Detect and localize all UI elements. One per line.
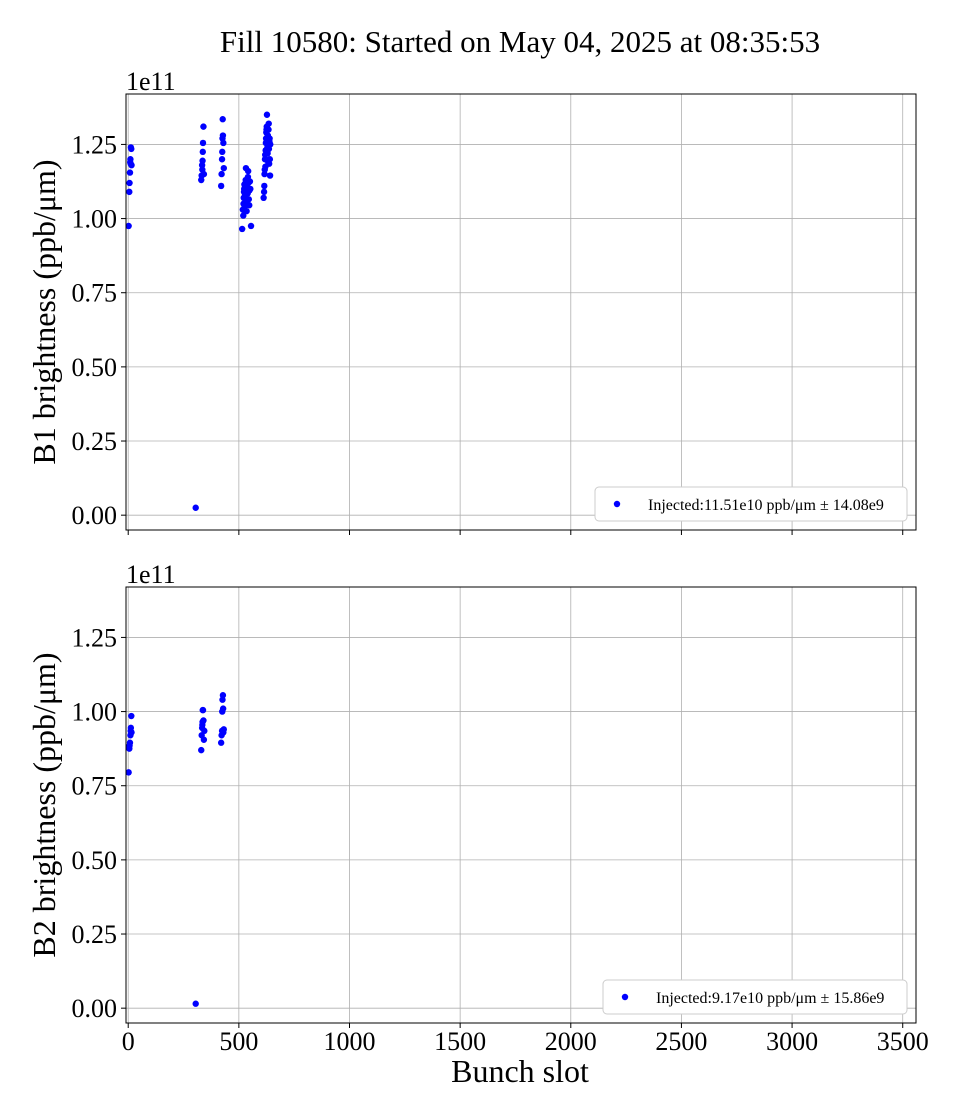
data-point bbox=[125, 222, 132, 230]
data-point bbox=[128, 145, 135, 153]
data-point bbox=[219, 116, 226, 123]
data-point bbox=[220, 139, 227, 147]
data-point bbox=[199, 139, 207, 147]
data-point bbox=[128, 161, 135, 169]
x-tick-label: 3500 bbox=[877, 1027, 929, 1056]
y-tick-label: 1.25 bbox=[72, 623, 118, 652]
legend-label: Injected:9.17e10 ppb/μm ± 15.86e9 bbox=[656, 990, 884, 1007]
legend-marker bbox=[613, 500, 621, 508]
data-point bbox=[198, 746, 205, 754]
data-point bbox=[220, 726, 228, 733]
legend-label: Injected:11.51e10 ppb/μm ± 14.08e9 bbox=[648, 497, 884, 514]
legend-box bbox=[602, 979, 908, 1015]
y-tick-label: 1.00 bbox=[72, 205, 118, 234]
y-tick-label: 1.25 bbox=[72, 130, 118, 159]
data-point bbox=[128, 729, 135, 736]
y-tick-label: 0.00 bbox=[72, 501, 118, 530]
data-point bbox=[199, 706, 207, 714]
y-tick-label: 0.25 bbox=[72, 427, 118, 456]
axes-frame bbox=[125, 93, 917, 531]
data-point bbox=[126, 739, 134, 746]
legend: Injected:9.17e10 ppb/μm ± 15.86e9 bbox=[602, 979, 908, 1015]
x-tick-label: 1500 bbox=[434, 1027, 486, 1056]
x-tick-label: 1000 bbox=[324, 1027, 376, 1056]
data-point bbox=[126, 169, 134, 176]
data-point bbox=[265, 126, 272, 133]
data-point bbox=[244, 167, 252, 175]
y-axis-label: B1 brightness (ppb/μm) bbox=[26, 159, 62, 464]
data-point bbox=[192, 504, 199, 511]
axes-frame bbox=[125, 586, 917, 1024]
data-point bbox=[200, 170, 208, 178]
data-point bbox=[238, 225, 246, 233]
data-point bbox=[260, 194, 267, 202]
data-point bbox=[263, 111, 271, 118]
x-tick-label: 3000 bbox=[766, 1027, 818, 1056]
y-tick-label: 0.25 bbox=[72, 920, 118, 949]
data-point bbox=[217, 739, 225, 746]
y-offset-text: 1e11 bbox=[126, 560, 176, 589]
x-axis-label: Bunch slot bbox=[451, 1053, 589, 1089]
y-tick-label: 0.75 bbox=[72, 279, 118, 308]
data-point bbox=[192, 1000, 199, 1007]
y-offset-text: 1e11 bbox=[126, 67, 176, 96]
x-tick-label: 2500 bbox=[655, 1027, 707, 1056]
data-point bbox=[246, 178, 254, 185]
data-point bbox=[260, 188, 268, 196]
data-point bbox=[200, 123, 207, 130]
data-point bbox=[201, 727, 208, 735]
data-point bbox=[265, 120, 272, 127]
y-axis-label: B2 brightness (ppb/μm) bbox=[26, 652, 62, 957]
data-point bbox=[220, 164, 228, 172]
chart-panel-bottom: 0 500 1000 1500 2000 2500 3000 3500 0.00 0.25 0.50… bbox=[26, 560, 929, 1056]
data-point bbox=[246, 202, 253, 209]
data-point bbox=[128, 712, 135, 720]
data-point bbox=[247, 222, 255, 230]
y-tick-label: 0.00 bbox=[72, 994, 118, 1023]
data-point bbox=[218, 156, 226, 163]
data-point bbox=[125, 769, 132, 776]
data-point bbox=[261, 182, 268, 190]
x-tick-label: 500 bbox=[219, 1027, 258, 1056]
data-point bbox=[199, 148, 206, 156]
data-point bbox=[219, 705, 227, 712]
data-point bbox=[200, 717, 207, 724]
data-point bbox=[218, 170, 225, 178]
data-point bbox=[266, 135, 273, 142]
data-point bbox=[219, 692, 227, 699]
data-point bbox=[240, 212, 247, 219]
data-point bbox=[126, 188, 133, 196]
data-point bbox=[219, 132, 227, 139]
data-point bbox=[199, 157, 206, 164]
chart-panel-top: 0.00 0.25 0.50 0.75 1.00 1.25 1e11 B1 brightnes… bbox=[26, 67, 917, 535]
x-tick-label: 0 bbox=[122, 1027, 135, 1056]
data-point bbox=[266, 172, 274, 179]
legend-box bbox=[594, 486, 908, 522]
y-tick-label: 0.50 bbox=[72, 846, 118, 875]
data-point bbox=[126, 179, 133, 187]
y-tick-label: 0.50 bbox=[72, 353, 118, 382]
data-point bbox=[267, 141, 274, 148]
y-tick-label: 0.75 bbox=[72, 772, 118, 801]
x-tick-label: 2000 bbox=[545, 1027, 597, 1056]
legend: Injected:11.51e10 ppb/μm ± 14.08e9 bbox=[594, 486, 908, 522]
data-point bbox=[243, 207, 250, 215]
data-point bbox=[245, 196, 253, 203]
data-point bbox=[217, 182, 225, 190]
data-point bbox=[219, 148, 226, 156]
y-tick-label: 1.00 bbox=[72, 698, 118, 727]
data-point bbox=[247, 185, 254, 193]
legend-marker bbox=[621, 993, 629, 1001]
figure-title: Fill 10580: Started on May 04, 2025 at 0… bbox=[220, 24, 820, 59]
data-point bbox=[200, 736, 208, 743]
chart-panels: 0.00 0.25 0.50 0.75 1.00 1.25 1e11 B1 brightnes… bbox=[26, 67, 929, 1056]
data-point bbox=[266, 156, 274, 163]
